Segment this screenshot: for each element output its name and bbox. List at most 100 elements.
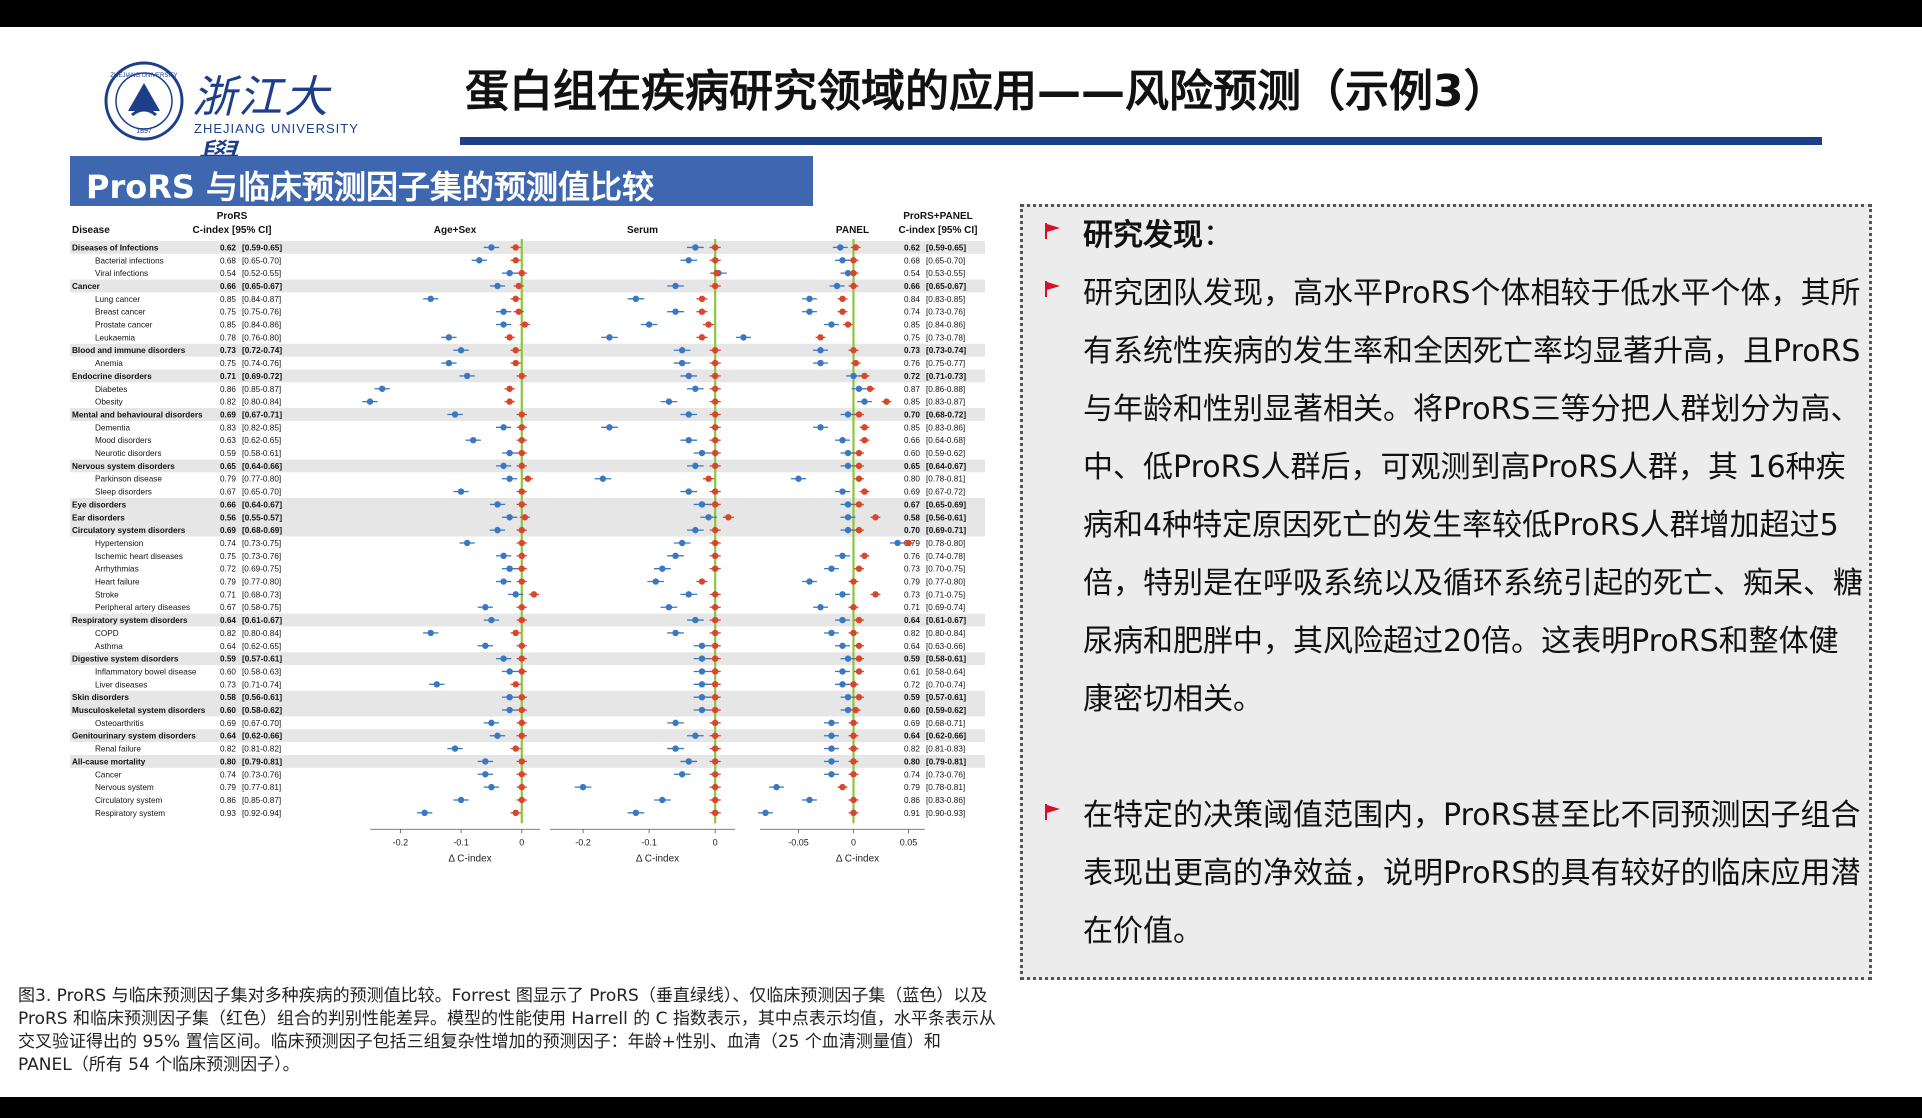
combined-point <box>711 565 719 572</box>
clinical-point <box>839 642 846 649</box>
clinical-point <box>844 411 852 418</box>
disease-label: Mood disorders <box>95 436 151 445</box>
clinical-point <box>698 706 706 714</box>
combined-point <box>852 359 859 367</box>
prors-cindex: 0.79 <box>220 578 236 587</box>
combined-point <box>506 385 513 392</box>
x-tick-label: -0.05 <box>788 837 809 847</box>
combo-ci: [0.78-0.80] <box>926 539 965 548</box>
combined-point <box>518 732 525 739</box>
disease-label: Liver diseases <box>95 680 147 689</box>
combined-point <box>711 539 719 547</box>
x-axis-label: Δ C-index <box>636 853 679 864</box>
combined-point <box>711 693 719 701</box>
prors-cindex: 0.75 <box>220 359 236 368</box>
prors-ci: [0.67-0.70] <box>242 719 281 728</box>
clinical-point <box>685 758 692 765</box>
clinical-point <box>632 809 640 817</box>
clinical-point <box>512 591 519 598</box>
clinical-point <box>463 539 471 547</box>
combo-ci: [0.78-0.81] <box>926 783 965 792</box>
disease-label: Circulatory system disorders <box>72 526 186 535</box>
combined-point <box>852 244 859 251</box>
clinical-point <box>828 629 835 637</box>
combo-ci: [0.68-0.71] <box>926 719 965 728</box>
combined-point <box>711 411 719 418</box>
combo-ci: [0.56-0.61] <box>926 513 966 522</box>
clinical-point <box>482 604 489 611</box>
combined-point <box>850 796 857 804</box>
group-row-band <box>70 613 985 627</box>
combined-point <box>518 668 525 675</box>
combined-point <box>711 668 719 675</box>
disease-label: Arrhythmias <box>95 565 139 574</box>
combined-point <box>518 462 525 470</box>
combined-point <box>850 282 857 290</box>
clinical-point <box>698 693 706 701</box>
prors-ci: [0.57-0.61] <box>242 655 282 664</box>
clinical-point <box>482 771 489 778</box>
findings-panel: 研究发现： 研究团队发现，高水平ProRS个体相较于低水平个体，其所有系统性疾病… <box>1020 204 1872 980</box>
combo-column-header: ProRS+PANEL <box>903 211 973 222</box>
combined-point <box>817 334 824 341</box>
combined-point <box>518 693 525 701</box>
x-tick-label: 0 <box>519 837 524 847</box>
x-tick-label: -0.2 <box>393 837 409 847</box>
combined-point <box>705 321 712 328</box>
clinical-point <box>806 578 813 585</box>
combo-ci: [0.81-0.83] <box>926 745 965 754</box>
prors-cindex: 0.79 <box>220 475 236 484</box>
combined-point <box>713 269 720 277</box>
combined-point <box>518 783 525 791</box>
clinical-point <box>672 629 679 637</box>
combined-point <box>512 295 519 303</box>
prors-cindex: 0.85 <box>220 321 236 330</box>
prors-ci: [0.80-0.84] <box>242 629 281 638</box>
clinical-point <box>828 565 835 572</box>
disease-label: Nervous system disorders <box>72 462 175 471</box>
clinical-point <box>488 616 495 624</box>
disease-label: Leukaemia <box>95 333 136 342</box>
combined-point <box>524 475 532 482</box>
clinical-point <box>839 552 846 560</box>
prors-cindex: 0.59 <box>220 655 236 664</box>
clinical-point <box>494 501 501 508</box>
combined-point <box>518 706 525 714</box>
combo-cindex: 0.75 <box>904 333 920 342</box>
prors-cindex: 0.56 <box>220 513 236 522</box>
x-tick-label: 0 <box>713 837 718 847</box>
clinical-point <box>500 655 507 662</box>
prors-cindex: 0.65 <box>220 462 236 471</box>
clinical-point <box>579 783 587 791</box>
combo-cindex: 0.59 <box>904 693 920 702</box>
group-row-band <box>70 755 985 768</box>
combined-point <box>518 655 525 662</box>
clinical-point <box>463 372 471 380</box>
prors-ci: [0.77-0.81] <box>242 783 281 792</box>
combined-point <box>872 514 879 521</box>
combo-ci: [0.59-0.65] <box>926 243 966 252</box>
combo-cindex: 0.73 <box>904 346 920 355</box>
clinical-point <box>506 475 513 482</box>
combined-point <box>711 655 719 662</box>
prors-cindex: 0.74 <box>220 539 236 548</box>
prors-ci: [0.85-0.87] <box>242 385 281 394</box>
combined-point <box>518 449 525 457</box>
clinical-point <box>692 244 699 251</box>
clinical-point <box>692 526 699 534</box>
combined-point <box>850 719 857 727</box>
combined-point <box>839 783 846 791</box>
clinical-point <box>599 475 607 482</box>
prors-ci: [0.64-0.66] <box>242 462 282 471</box>
combined-point <box>855 449 863 457</box>
clinical-point <box>500 308 507 315</box>
combo-ci: [0.73-0.76] <box>926 770 965 779</box>
prors-cindex: 0.59 <box>220 449 236 458</box>
combined-point <box>512 257 519 264</box>
disease-label: Cancer <box>95 770 122 779</box>
clinical-point <box>500 424 507 431</box>
clinical-point <box>506 565 513 572</box>
combined-point <box>711 642 719 649</box>
combo-ci: [0.67-0.72] <box>926 488 965 497</box>
prors-cindex: 0.64 <box>220 616 236 625</box>
